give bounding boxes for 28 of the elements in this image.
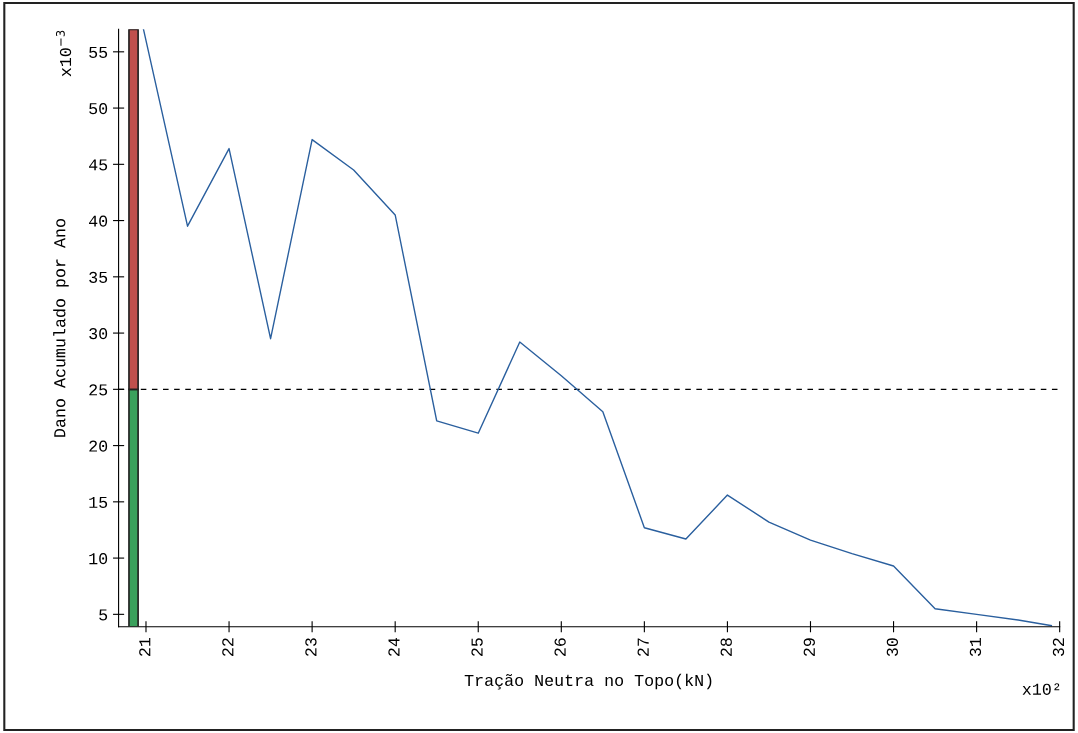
y-tick-label: 20 — [89, 440, 108, 452]
text: x10² — [1022, 683, 1060, 695]
x-tick-label: 30 — [886, 638, 899, 657]
y-tick-label: 35 — [89, 271, 108, 284]
x-tick-label: 31 — [969, 637, 982, 657]
y-tick-label: 30 — [89, 327, 108, 340]
x-tick-label: 32 — [1052, 638, 1065, 657]
y-tick-label: 10 — [89, 552, 108, 565]
x-tick-label: 27 — [637, 638, 649, 656]
x-tick-label: 23 — [305, 638, 317, 656]
y-tick-label: 40 — [89, 215, 108, 227]
y-axis-title: Dano Acumulado por Ano — [53, 219, 69, 437]
text: x10$^{−3}$ — [55, 30, 72, 77]
x-axis-title: Tração Neutra no Topo(kN) — [464, 673, 712, 690]
x-tick-label: 28 — [720, 638, 732, 656]
x-tick-label: 22 — [222, 638, 234, 656]
y-tick-label: 15 — [89, 496, 108, 509]
line-series — [142, 29, 1053, 627]
y-tick-label: 55 — [89, 46, 108, 59]
x-tick-label: 21 — [139, 637, 151, 656]
x-tick-label: 25 — [471, 638, 483, 656]
y-tick-label: 25 — [89, 384, 108, 396]
y-tick-label: 45 — [89, 159, 108, 171]
y-tick-label: 50 — [89, 102, 108, 115]
x-tick-label: 26 — [554, 638, 566, 656]
x-tick-label: 29 — [803, 638, 815, 656]
x-tick-label: 24 — [388, 637, 400, 656]
y-tick-label: 5 — [99, 609, 108, 621]
